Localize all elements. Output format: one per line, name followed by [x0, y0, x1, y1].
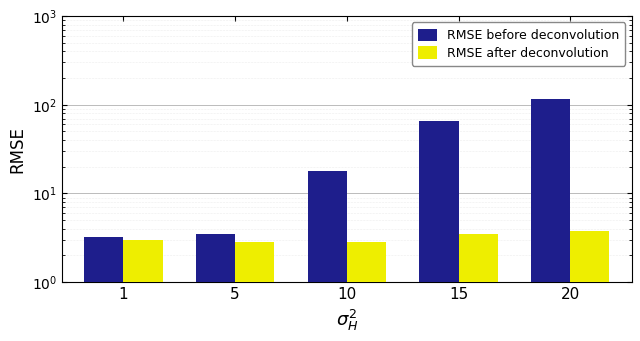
Bar — [531, 100, 570, 341]
Bar — [347, 242, 386, 341]
Bar — [84, 237, 124, 341]
Legend: RMSE before deconvolution, RMSE after deconvolution: RMSE before deconvolution, RMSE after de… — [412, 23, 625, 66]
Bar — [308, 171, 347, 341]
Bar — [570, 231, 609, 341]
X-axis label: $\sigma_{H}^{2}$: $\sigma_{H}^{2}$ — [335, 308, 358, 333]
Bar — [124, 240, 163, 341]
Y-axis label: RMSE: RMSE — [8, 126, 26, 173]
Bar — [458, 234, 498, 341]
Bar — [235, 242, 275, 341]
Bar — [419, 121, 458, 341]
Bar — [196, 234, 235, 341]
